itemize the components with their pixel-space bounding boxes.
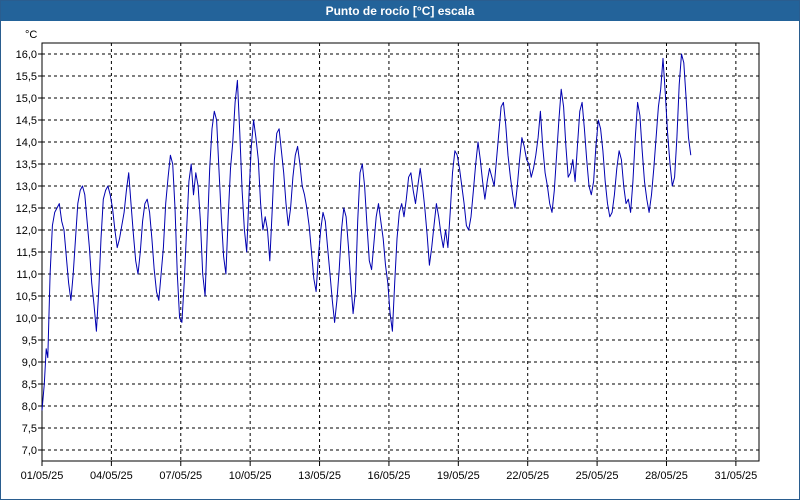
y-tick-label: 15,0 — [16, 93, 37, 105]
grid — [41, 43, 759, 461]
chart-title: Punto de rocío [°C] escala — [1, 1, 799, 21]
series-group — [41, 53, 692, 411]
x-tick-label: 19/05/25 — [437, 470, 480, 482]
x-tick-label: 13/05/25 — [298, 470, 341, 482]
y-tick-label: 8,0 — [22, 401, 37, 413]
y-tick-label: 7,5 — [22, 423, 37, 435]
x-tick-label: 01/05/25 — [21, 470, 64, 482]
y-tick-label: 8,5 — [22, 379, 37, 391]
x-tick-label: 28/05/25 — [645, 470, 688, 482]
x-tick-label: 04/05/25 — [90, 470, 133, 482]
y-tick-label: 10,0 — [16, 313, 37, 325]
y-tick-label: 14,5 — [16, 115, 37, 127]
y-tick-label: 13,5 — [16, 159, 37, 171]
y-axis: 7,0 7,5 8,0 8,5 9,0 9,5 10,0 10,5 11,0 11,5 12,0 12… — [16, 49, 42, 457]
y-tick-label: 9,0 — [22, 357, 37, 369]
series-line — [41, 53, 692, 411]
y-tick-label: 14,0 — [16, 137, 37, 149]
plot-frame — [41, 42, 760, 462]
y-tick-label: 12,5 — [16, 203, 37, 215]
y-tick-label: 11,0 — [16, 269, 37, 281]
y-axis-unit: °C — [25, 29, 37, 41]
x-tick-label: 22/05/25 — [506, 470, 549, 482]
x-tick-label: 31/05/25 — [714, 470, 757, 482]
y-tick-label: 12,0 — [16, 225, 37, 237]
x-tick-label: 07/05/25 — [159, 470, 202, 482]
y-tick-label: 11,5 — [16, 247, 37, 259]
y-tick-label: 13,0 — [16, 181, 37, 193]
y-tick-label: 15,5 — [16, 71, 37, 83]
y-tick-label: 7,0 — [22, 445, 37, 457]
y-tick-label: 9,5 — [22, 335, 37, 347]
y-tick-label: 16,0 — [16, 49, 37, 61]
y-tick-label: 10,5 — [16, 291, 37, 303]
x-tick-label: 10/05/25 — [229, 470, 272, 482]
x-axis: 01/05/25 04/05/25 07/05/25 10/05/25 13/05/25… — [21, 461, 757, 482]
chart-plot: 7,0 7,5 8,0 8,5 9,0 9,5 10,0 10,5 11,0 11,5 12,0 12… — [16, 29, 760, 482]
plot-border — [41, 42, 760, 462]
x-tick-label: 16/05/25 — [368, 470, 411, 482]
x-tick-label: 25/05/25 — [576, 470, 619, 482]
